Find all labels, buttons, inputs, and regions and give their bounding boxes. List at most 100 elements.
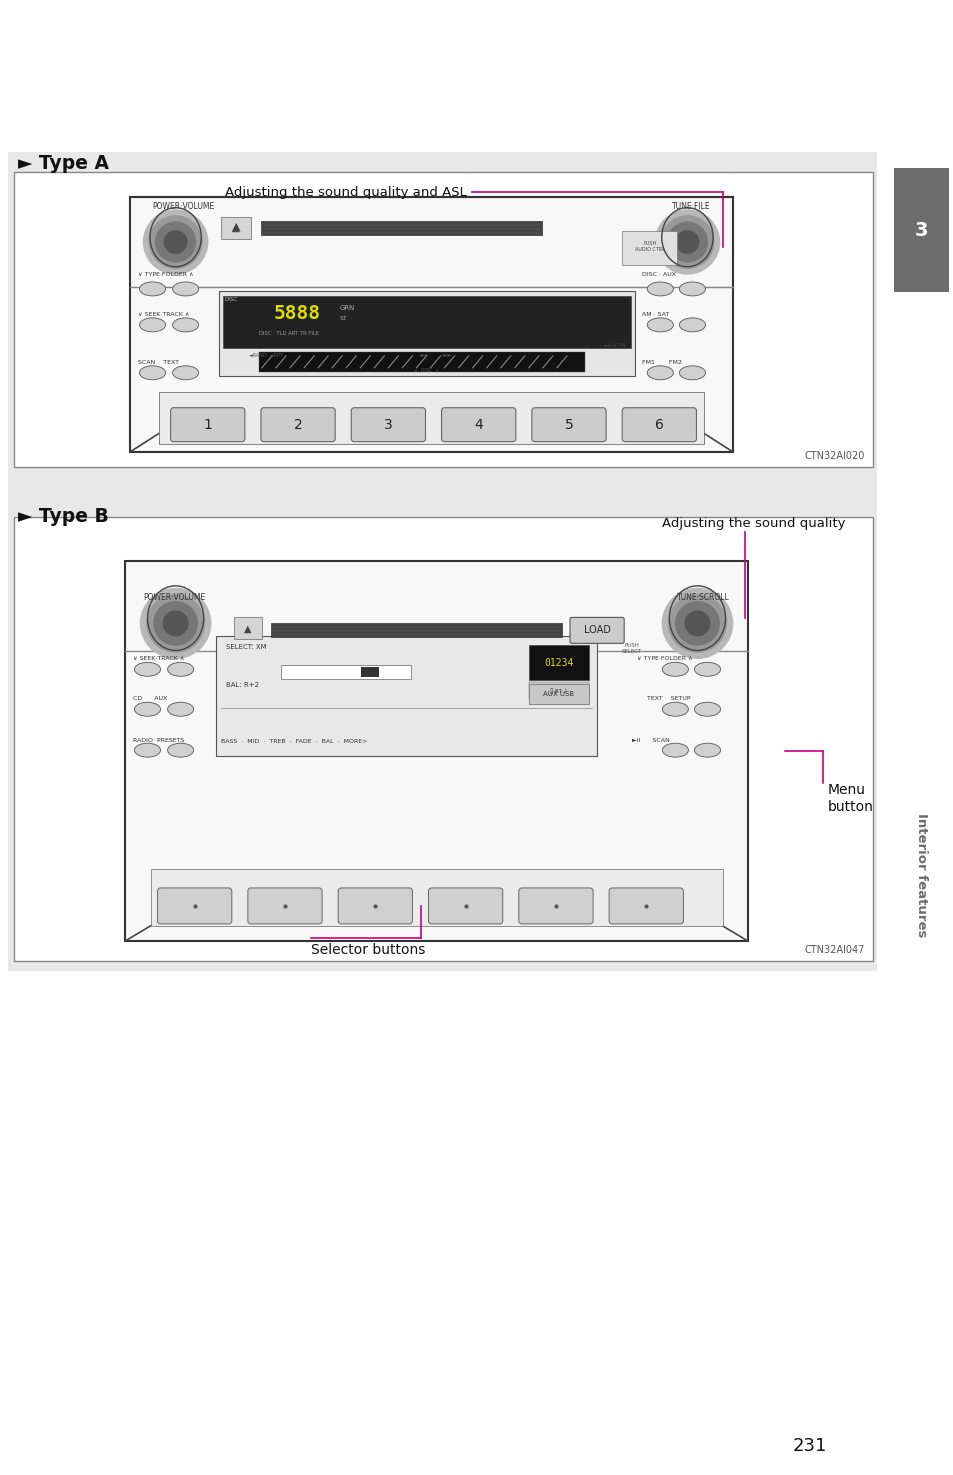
FancyBboxPatch shape bbox=[260, 407, 335, 441]
Ellipse shape bbox=[168, 662, 193, 677]
Ellipse shape bbox=[661, 743, 688, 757]
Ellipse shape bbox=[694, 662, 720, 677]
Ellipse shape bbox=[694, 743, 720, 757]
Text: ∨ SEEK·TRACK ∧: ∨ SEEK·TRACK ∧ bbox=[138, 311, 190, 317]
Ellipse shape bbox=[646, 282, 673, 296]
Ellipse shape bbox=[172, 282, 198, 296]
FancyBboxPatch shape bbox=[621, 232, 677, 266]
Text: TEXT    SETUP: TEXT SETUP bbox=[646, 696, 690, 701]
FancyBboxPatch shape bbox=[151, 869, 721, 926]
Text: Adjusting the sound quality and ASL: Adjusting the sound quality and ASL bbox=[225, 186, 466, 199]
FancyBboxPatch shape bbox=[528, 646, 588, 680]
Text: ∨ TYPE·FOLDER ∧: ∨ TYPE·FOLDER ∧ bbox=[138, 271, 193, 277]
FancyBboxPatch shape bbox=[8, 152, 876, 971]
Text: 🎵 BT ♪: 🎵 BT ♪ bbox=[550, 689, 567, 695]
FancyBboxPatch shape bbox=[260, 221, 541, 235]
Ellipse shape bbox=[139, 282, 166, 296]
FancyBboxPatch shape bbox=[223, 296, 631, 348]
FancyBboxPatch shape bbox=[518, 888, 593, 923]
FancyBboxPatch shape bbox=[157, 888, 232, 923]
FancyBboxPatch shape bbox=[337, 888, 412, 923]
Text: ►II      SCAN: ►II SCAN bbox=[632, 738, 669, 743]
Text: DISC · AUX: DISC · AUX bbox=[641, 271, 676, 277]
Text: CTN32AI020: CTN32AI020 bbox=[803, 451, 864, 460]
Circle shape bbox=[660, 215, 713, 268]
Text: ∨ TYPE·FOLDER ∧: ∨ TYPE·FOLDER ∧ bbox=[637, 656, 692, 661]
Circle shape bbox=[140, 589, 211, 658]
Text: 3: 3 bbox=[384, 417, 393, 432]
Text: ▲: ▲ bbox=[232, 223, 239, 233]
Text: DISC   TLD ART TR FILE: DISC TLD ART TR FILE bbox=[258, 332, 318, 336]
Text: LOAD: LOAD bbox=[583, 625, 610, 636]
Circle shape bbox=[147, 594, 204, 652]
Text: ◄◄ SCAN: ◄◄ SCAN bbox=[602, 344, 624, 348]
FancyBboxPatch shape bbox=[248, 888, 322, 923]
Text: ► Type A: ► Type A bbox=[18, 155, 109, 173]
Text: RADIO  PRESETS: RADIO PRESETS bbox=[133, 738, 185, 743]
Text: ▲: ▲ bbox=[244, 624, 252, 633]
Text: 5: 5 bbox=[564, 417, 573, 432]
FancyBboxPatch shape bbox=[218, 291, 635, 376]
Text: BAL: R+2: BAL: R+2 bbox=[226, 683, 258, 689]
FancyBboxPatch shape bbox=[361, 667, 379, 677]
FancyBboxPatch shape bbox=[893, 168, 948, 292]
Text: GRN: GRN bbox=[339, 305, 355, 311]
Circle shape bbox=[684, 611, 709, 636]
Circle shape bbox=[675, 602, 719, 645]
Ellipse shape bbox=[661, 702, 688, 717]
Ellipse shape bbox=[134, 702, 160, 717]
Text: POWER·VOLUME: POWER·VOLUME bbox=[143, 593, 206, 602]
Text: 5888: 5888 bbox=[274, 304, 320, 323]
Text: PUSH
SELECT: PUSH SELECT bbox=[621, 643, 641, 653]
Text: POWER·VOLUME: POWER·VOLUME bbox=[152, 202, 214, 211]
FancyBboxPatch shape bbox=[528, 684, 588, 704]
Text: 2: 2 bbox=[294, 417, 302, 432]
FancyBboxPatch shape bbox=[621, 407, 696, 441]
Text: Adjusting the sound quality: Adjusting the sound quality bbox=[661, 516, 845, 530]
Text: AM · SAT: AM · SAT bbox=[641, 311, 669, 317]
Text: 01234: 01234 bbox=[544, 658, 573, 668]
Circle shape bbox=[667, 223, 706, 261]
Text: 6: 6 bbox=[654, 417, 663, 432]
Text: DISC: DISC bbox=[225, 298, 237, 302]
Text: ◄RAND  ◄RPT: ◄RAND ◄RPT bbox=[249, 354, 282, 358]
FancyBboxPatch shape bbox=[125, 562, 747, 941]
Text: ∨ SEEK·TRACK ∧: ∨ SEEK·TRACK ∧ bbox=[133, 656, 185, 661]
Text: ◄◄         ►►: ◄◄ ►► bbox=[419, 354, 452, 358]
FancyBboxPatch shape bbox=[131, 198, 732, 451]
Text: BASS  ·  MID  ·  TREB  ·  FADE  ·  BAL  ·  MORE>: BASS · MID · TREB · FADE · BAL · MORE> bbox=[220, 739, 367, 743]
Text: CTN32AI047: CTN32AI047 bbox=[803, 945, 864, 954]
Text: 4: 4 bbox=[474, 417, 482, 432]
Text: FM1       FM2: FM1 FM2 bbox=[641, 360, 681, 364]
Text: 3-2. Using the audio system: 3-2. Using the audio system bbox=[31, 30, 263, 46]
FancyBboxPatch shape bbox=[569, 618, 623, 643]
FancyBboxPatch shape bbox=[609, 888, 682, 923]
Circle shape bbox=[655, 209, 719, 274]
FancyBboxPatch shape bbox=[220, 217, 251, 239]
Ellipse shape bbox=[168, 743, 193, 757]
FancyBboxPatch shape bbox=[158, 392, 703, 444]
Text: Optimal use of the audio system: Optimal use of the audio system bbox=[31, 80, 540, 108]
Ellipse shape bbox=[661, 662, 688, 677]
Ellipse shape bbox=[139, 366, 166, 379]
FancyBboxPatch shape bbox=[14, 173, 872, 466]
FancyBboxPatch shape bbox=[271, 624, 561, 637]
Ellipse shape bbox=[172, 366, 198, 379]
FancyBboxPatch shape bbox=[171, 407, 245, 441]
Text: 3: 3 bbox=[914, 221, 927, 239]
Text: CD      AUX: CD AUX bbox=[133, 696, 168, 701]
Circle shape bbox=[676, 230, 698, 254]
Text: Menu
button: Menu button bbox=[827, 783, 873, 814]
FancyBboxPatch shape bbox=[351, 407, 425, 441]
Ellipse shape bbox=[139, 319, 166, 332]
Text: ST: ST bbox=[339, 316, 347, 322]
Ellipse shape bbox=[646, 319, 673, 332]
Text: AUDIO CTRL: AUDIO CTRL bbox=[635, 248, 664, 252]
Circle shape bbox=[149, 215, 202, 268]
FancyBboxPatch shape bbox=[14, 516, 872, 960]
Ellipse shape bbox=[134, 743, 160, 757]
FancyBboxPatch shape bbox=[428, 888, 502, 923]
FancyBboxPatch shape bbox=[532, 407, 605, 441]
Text: ► Type B: ► Type B bbox=[18, 506, 109, 525]
FancyBboxPatch shape bbox=[258, 353, 584, 372]
